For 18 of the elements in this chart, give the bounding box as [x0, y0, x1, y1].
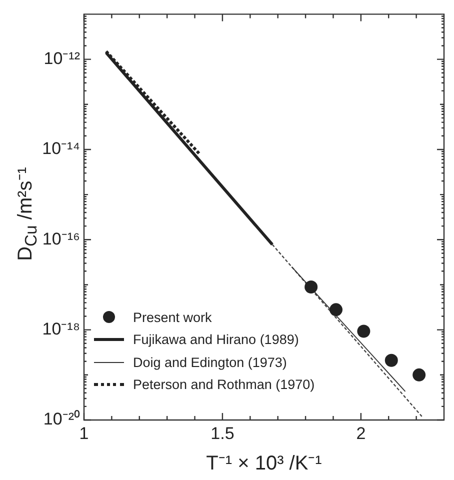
y-tick-label: 10⁻¹⁸	[42, 320, 80, 339]
legend-label: Fujikawa and Hirano (1989)	[133, 332, 299, 348]
legend-label: Present work	[133, 310, 212, 325]
point	[357, 324, 370, 338]
point	[304, 280, 318, 294]
point	[412, 368, 426, 382]
point	[384, 354, 398, 367]
x-tick-label: 2	[356, 424, 366, 443]
point	[330, 303, 342, 316]
legend-label: Peterson and Rothman (1970)	[133, 377, 315, 392]
y-tick-label: 10⁻¹⁶	[42, 229, 80, 248]
legend-label: Doig and Edington (1973)	[133, 354, 287, 370]
y-tick-label: 10⁻¹²	[44, 48, 80, 68]
y-tick-label: 10⁻¹⁴	[42, 139, 80, 158]
x-axis-title: T⁻¹ × 10³ /K⁻¹	[206, 452, 322, 475]
y-tick-label: 10⁻²⁰	[43, 410, 80, 429]
x-tick-label: 1.5	[210, 424, 234, 443]
x-tick-label: 1	[79, 424, 89, 443]
